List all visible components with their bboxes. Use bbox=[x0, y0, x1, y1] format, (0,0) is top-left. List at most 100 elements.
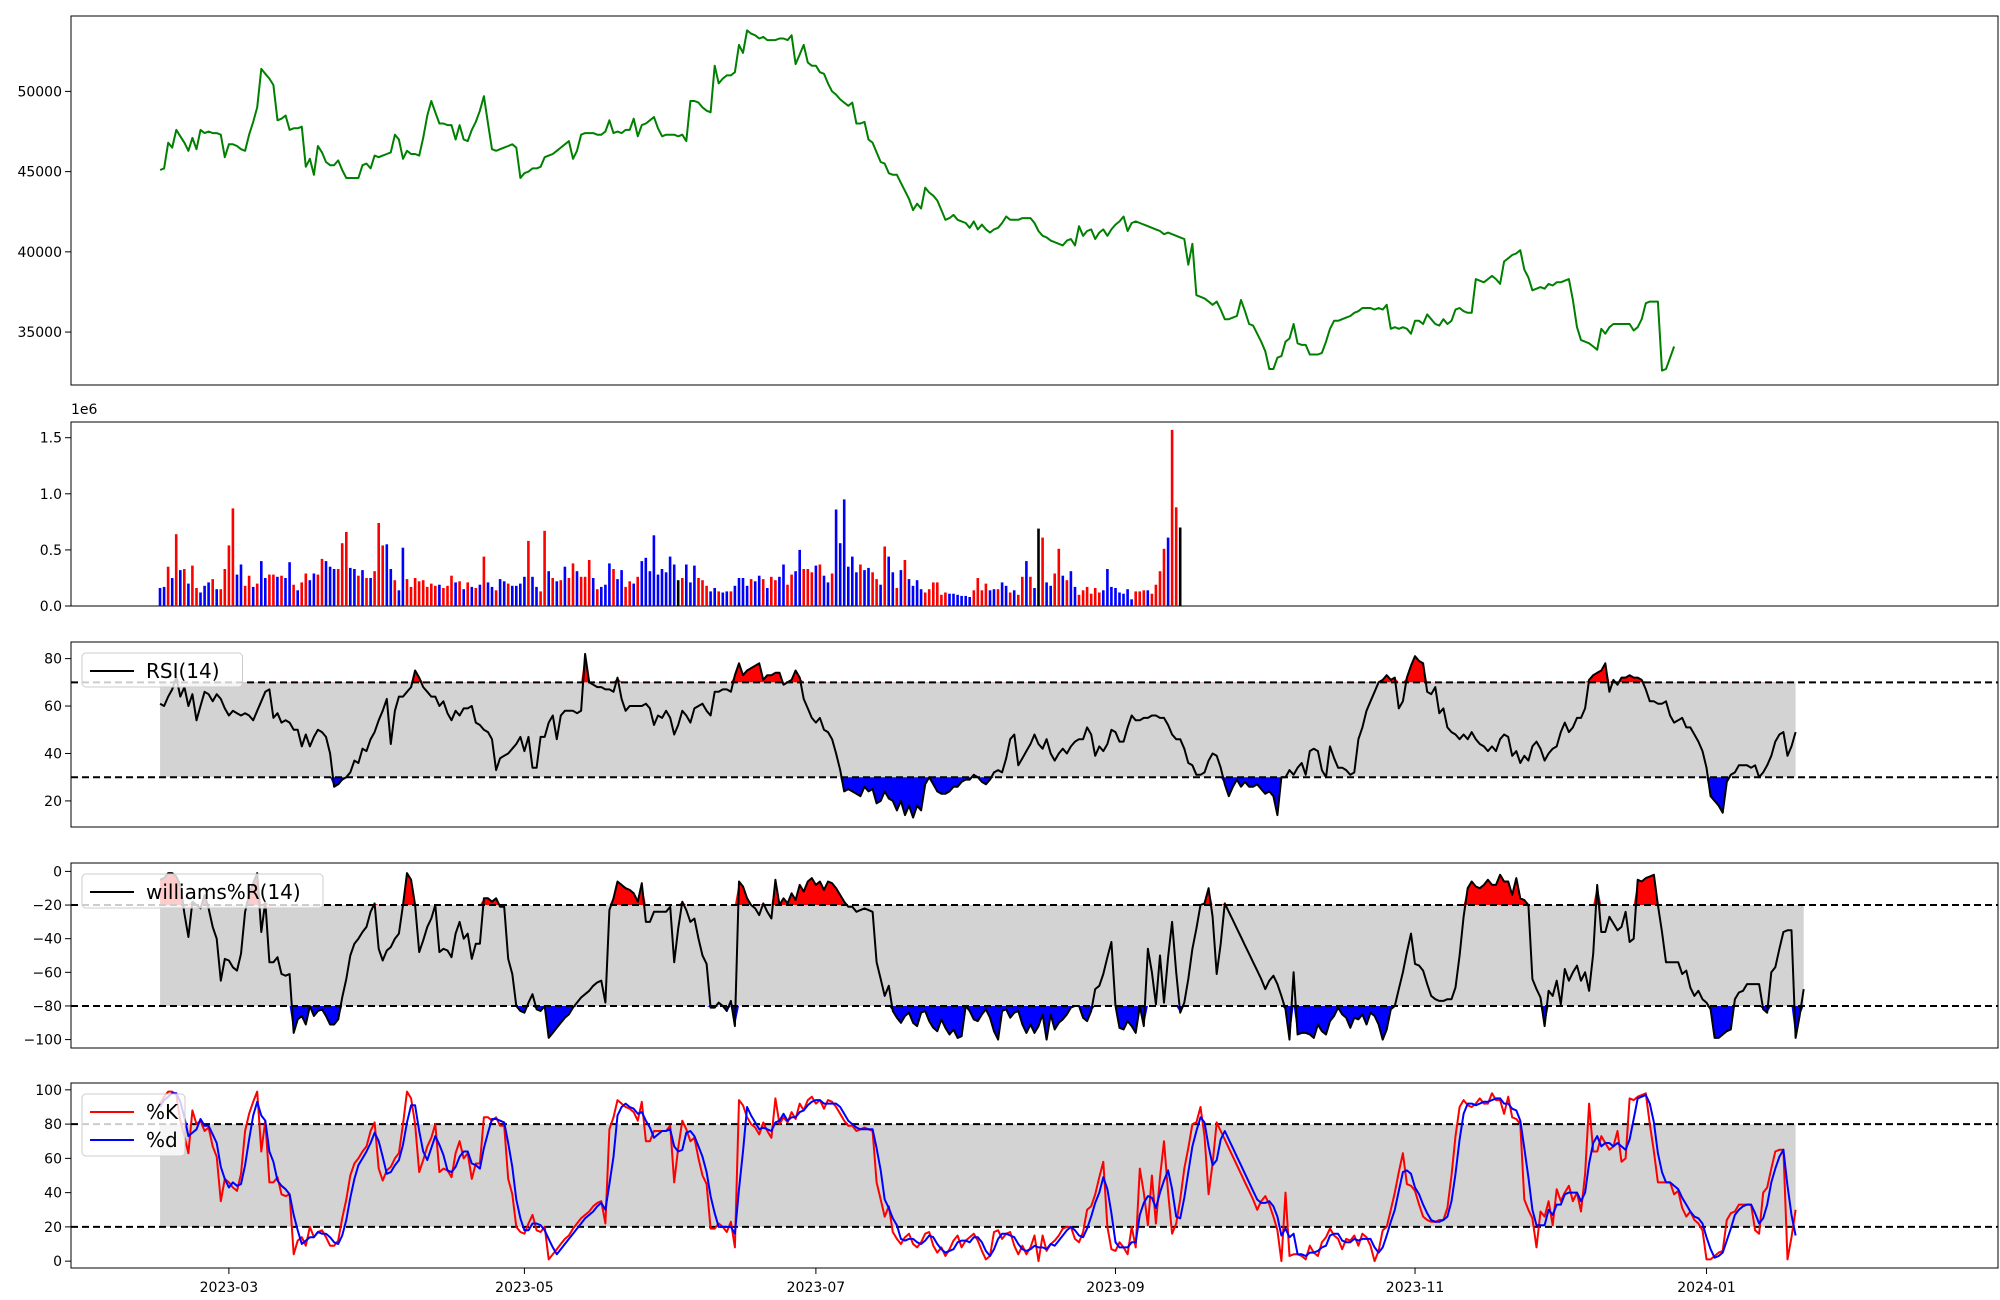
volume-bar bbox=[814, 565, 818, 606]
oversold-fill bbox=[160, 1005, 1804, 1040]
volume-bar bbox=[393, 580, 397, 606]
volume-bar bbox=[1085, 586, 1089, 606]
volume-bar bbox=[401, 547, 405, 606]
volume-bar bbox=[1029, 576, 1032, 606]
volume-bar bbox=[170, 578, 174, 606]
volume-bar bbox=[701, 580, 704, 606]
volume-bar bbox=[782, 564, 785, 606]
volume-bar bbox=[952, 593, 955, 606]
volume-bar bbox=[498, 579, 502, 606]
volume-bar bbox=[847, 566, 850, 606]
volume-bar bbox=[462, 589, 465, 606]
volume-bar bbox=[713, 588, 716, 606]
volume-bar bbox=[1158, 571, 1162, 606]
volume-bar bbox=[660, 569, 664, 606]
y-tick-label: −100 bbox=[24, 1033, 62, 1049]
volume-bar bbox=[923, 592, 927, 606]
williams-panel: 0 −20 −40 −60 −80 −100 williams%R(14) bbox=[24, 862, 1999, 1049]
legend-box bbox=[81, 873, 324, 909]
volume-bar bbox=[794, 571, 797, 606]
y-tick-label: 40000 bbox=[17, 245, 62, 261]
volume-bar bbox=[656, 574, 660, 606]
volume-bar bbox=[992, 589, 996, 606]
volume-bar bbox=[1110, 586, 1113, 606]
price-panel: 35000 40000 45000 50000 bbox=[17, 15, 1999, 386]
volume-bar bbox=[1122, 593, 1125, 606]
volume-bar bbox=[842, 499, 846, 606]
volume-bar bbox=[511, 585, 514, 606]
volume-bar bbox=[543, 530, 546, 606]
y-tick-label: 0 bbox=[53, 1254, 62, 1270]
rsi-panel: 20 40 60 80 RSI(14) bbox=[44, 641, 1999, 828]
neutral-band bbox=[160, 682, 1796, 778]
volume-bar bbox=[1049, 585, 1052, 606]
y-tick-label: 80 bbox=[44, 1117, 62, 1133]
y-tick-label: 50000 bbox=[17, 84, 62, 100]
volume-bar bbox=[1053, 573, 1056, 606]
volume-bar bbox=[887, 556, 890, 606]
volume-bar bbox=[1073, 586, 1077, 606]
volume-bar bbox=[231, 508, 235, 606]
volume-bar bbox=[486, 582, 490, 606]
y-tick-label: 40 bbox=[44, 746, 62, 762]
volume-bar bbox=[891, 572, 895, 606]
volume-bar bbox=[1154, 584, 1158, 606]
volume-bar bbox=[280, 575, 283, 606]
volume-bar bbox=[600, 586, 603, 606]
volume-bar bbox=[761, 579, 765, 606]
volume-bar bbox=[640, 561, 644, 606]
y-tick-label: 45000 bbox=[17, 165, 62, 181]
volume-bar bbox=[968, 597, 971, 606]
volume-bar bbox=[539, 591, 542, 606]
volume-bar bbox=[1045, 582, 1048, 606]
volume-bar bbox=[676, 580, 680, 606]
volume-bar bbox=[956, 594, 959, 606]
volume-bar bbox=[1102, 590, 1105, 606]
volume-bar bbox=[1106, 569, 1109, 606]
volume-bar bbox=[907, 579, 911, 606]
volume-bar bbox=[1142, 590, 1146, 606]
volume-bar bbox=[207, 582, 210, 606]
williams-line bbox=[159, 872, 1805, 1041]
volume-bar bbox=[223, 569, 227, 606]
volume-bar bbox=[944, 592, 947, 606]
panel-frame bbox=[70, 862, 1999, 1049]
volume-bar bbox=[195, 588, 198, 606]
volume-bar bbox=[191, 565, 194, 606]
volume-bar bbox=[636, 576, 639, 606]
volume-bar bbox=[1174, 507, 1178, 606]
volume-bar bbox=[672, 564, 676, 606]
volume-bar bbox=[871, 572, 874, 606]
volume-bar bbox=[883, 546, 886, 606]
volume-bar bbox=[697, 578, 700, 606]
legend-box bbox=[81, 652, 243, 688]
volume-bar bbox=[693, 565, 696, 606]
volume-bar bbox=[239, 564, 243, 606]
volume-bar bbox=[664, 572, 668, 606]
volume-bar bbox=[474, 588, 478, 606]
volume-bar bbox=[1098, 592, 1101, 606]
volume-bar bbox=[753, 581, 757, 606]
volume-bar bbox=[385, 544, 389, 606]
y-tick-label: 60 bbox=[44, 699, 62, 715]
volume-bar bbox=[1077, 594, 1081, 606]
volume-bar bbox=[964, 595, 967, 606]
x-tick-label: 2023-11 bbox=[1386, 1280, 1445, 1296]
volume-bar bbox=[984, 583, 988, 606]
volume-bar bbox=[899, 570, 903, 606]
volume-bar bbox=[349, 567, 352, 606]
volume-bar bbox=[235, 574, 239, 606]
volume-bar bbox=[442, 588, 445, 606]
volume-bar bbox=[757, 575, 761, 606]
x-tick-label: 2023-03 bbox=[200, 1280, 259, 1296]
volume-bar bbox=[612, 569, 615, 606]
volume-bar bbox=[559, 580, 563, 606]
stochastic-panel: 0 20 40 60 80 100 %K %d bbox=[35, 1082, 1999, 1270]
volume-bar bbox=[733, 585, 737, 606]
y-tick-label: 0.0 bbox=[40, 599, 62, 615]
volume-bar bbox=[219, 589, 223, 606]
volume-bar bbox=[227, 545, 231, 606]
volume-bar bbox=[162, 586, 166, 606]
rsi-line bbox=[159, 652, 1797, 819]
volume-bar bbox=[729, 591, 733, 606]
